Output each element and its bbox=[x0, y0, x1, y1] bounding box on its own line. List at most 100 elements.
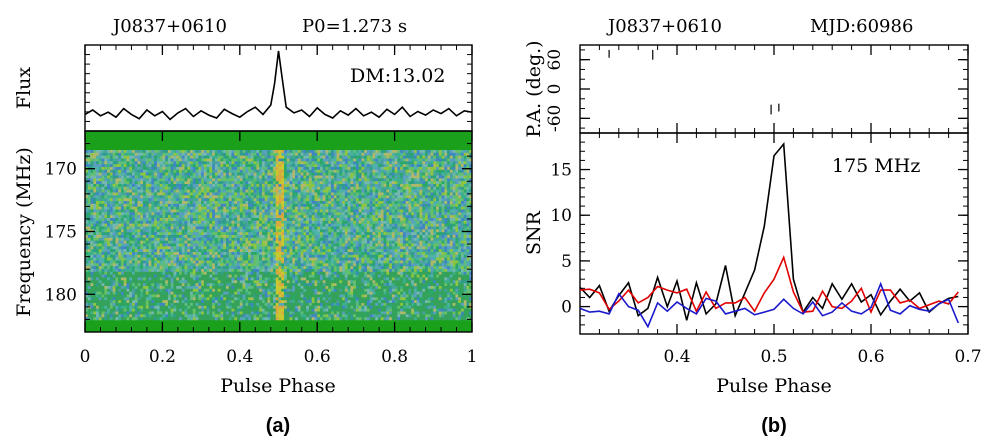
dynamic-spectrum-cell bbox=[129, 172, 133, 176]
dynamic-spectrum-cell bbox=[413, 232, 418, 236]
dynamic-spectrum-cell bbox=[350, 201, 354, 205]
dynamic-spectrum-cell bbox=[104, 167, 108, 171]
dynamic-spectrum-cell bbox=[438, 226, 442, 230]
dynamic-spectrum-cell bbox=[347, 232, 351, 236]
dynamic-spectrum-cell bbox=[389, 229, 393, 233]
dynamic-spectrum-cell bbox=[137, 164, 141, 168]
dynamic-spectrum-cell bbox=[123, 186, 127, 190]
dynamic-spectrum-cell bbox=[425, 198, 429, 202]
dynamic-spectrum-cell bbox=[372, 167, 376, 171]
dynamic-spectrum-cell bbox=[284, 158, 288, 162]
dynamic-spectrum-cell bbox=[148, 192, 152, 196]
dynamic-spectrum-cell bbox=[237, 215, 241, 219]
dynamic-spectrum-cell bbox=[237, 243, 241, 247]
dynamic-spectrum-cell bbox=[209, 218, 213, 222]
dynamic-spectrum-cell bbox=[250, 189, 254, 193]
dynamic-spectrum-cell bbox=[333, 246, 337, 250]
dynamic-spectrum-cell bbox=[331, 155, 335, 159]
dynamic-spectrum-cell bbox=[391, 198, 395, 202]
dynamic-spectrum-cell bbox=[353, 218, 357, 222]
dynamic-spectrum-cell bbox=[416, 192, 420, 196]
dynamic-spectrum-cell bbox=[190, 167, 194, 171]
dynamic-spectrum-cell bbox=[452, 215, 456, 219]
dynamic-spectrum-cell bbox=[109, 152, 113, 156]
dynamic-spectrum-cell bbox=[430, 169, 434, 173]
dynamic-spectrum-cell bbox=[419, 212, 423, 216]
dynamic-spectrum-cell bbox=[452, 198, 456, 202]
dynamic-spectrum-cell bbox=[350, 220, 354, 224]
dynamic-spectrum-cell bbox=[460, 181, 464, 185]
dynamic-spectrum-cell bbox=[129, 167, 133, 171]
dynamic-spectrum-cell bbox=[267, 209, 271, 213]
dynamic-spectrum-cell bbox=[217, 229, 221, 233]
dynamic-spectrum-cell bbox=[389, 189, 393, 193]
dynamic-spectrum-cell bbox=[145, 181, 149, 185]
dynamic-spectrum-cell bbox=[184, 189, 188, 193]
dynamic-spectrum-cell bbox=[267, 164, 271, 168]
dynamic-spectrum-cell bbox=[455, 158, 459, 162]
dynamic-spectrum-cell bbox=[322, 226, 326, 230]
dynamic-spectrum-cell bbox=[336, 198, 340, 202]
dynamic-spectrum-cell bbox=[441, 150, 445, 154]
dynamic-spectrum-cell bbox=[190, 235, 194, 239]
dynamic-spectrum-cell bbox=[394, 220, 398, 224]
dynamic-spectrum-cell bbox=[331, 249, 335, 253]
dynamic-spectrum-cell bbox=[413, 186, 418, 190]
dynamic-spectrum-cell bbox=[234, 226, 238, 230]
dynamic-spectrum-cell bbox=[386, 186, 390, 190]
dynamic-spectrum-cell bbox=[314, 220, 318, 224]
dynamic-spectrum-cell bbox=[408, 195, 412, 199]
dynamic-spectrum-cell bbox=[355, 152, 359, 156]
dynamic-spectrum-cell bbox=[195, 218, 199, 222]
dynamic-spectrum-cell bbox=[181, 195, 185, 199]
dynamic-spectrum-cell bbox=[372, 235, 376, 239]
dynamic-spectrum-cell bbox=[143, 184, 147, 188]
dynamic-spectrum-cell bbox=[455, 192, 459, 196]
dynamic-spectrum-cell bbox=[389, 161, 393, 165]
dynamic-spectrum-cell bbox=[234, 161, 238, 165]
dynamic-spectrum-cell bbox=[264, 192, 268, 196]
dynamic-spectrum-cell bbox=[178, 152, 183, 156]
dynamic-spectrum-cell bbox=[261, 192, 265, 196]
dynamic-spectrum-cell bbox=[416, 195, 420, 199]
dynamic-spectrum-cell bbox=[181, 215, 185, 219]
dynamic-spectrum-cell bbox=[295, 152, 299, 156]
dynamic-spectrum-cell bbox=[176, 226, 180, 230]
dynamic-spectrum-cell bbox=[336, 189, 340, 193]
dynamic-spectrum-cell bbox=[342, 223, 346, 227]
dynamic-spectrum-cell bbox=[192, 178, 196, 182]
dynamic-spectrum-cell bbox=[201, 201, 205, 205]
dynamic-spectrum-cell bbox=[411, 220, 415, 224]
dynamic-spectrum-cell bbox=[176, 172, 180, 176]
dynamic-spectrum-cell bbox=[380, 215, 384, 219]
dynamic-spectrum-cell bbox=[303, 161, 307, 165]
dynamic-spectrum-cell bbox=[372, 212, 376, 216]
dynamic-spectrum-cell bbox=[143, 223, 147, 227]
dynamic-spectrum-cell bbox=[284, 195, 288, 199]
dynamic-spectrum-cell bbox=[339, 181, 343, 185]
dynamic-spectrum-cell bbox=[261, 220, 265, 224]
dynamic-spectrum-cell bbox=[278, 186, 282, 190]
dynamic-spectrum-cell bbox=[314, 184, 318, 188]
dynamic-spectrum-cell bbox=[143, 181, 147, 185]
dynamic-spectrum-cell bbox=[364, 192, 368, 196]
dynamic-spectrum-cell bbox=[170, 167, 174, 171]
dynamic-spectrum-cell bbox=[272, 223, 277, 227]
dynamic-spectrum-cell bbox=[256, 243, 260, 247]
dynamic-spectrum-cell bbox=[364, 229, 368, 233]
dynamic-spectrum-cell bbox=[300, 189, 304, 193]
dynamic-spectrum-cell bbox=[433, 218, 437, 222]
dynamic-spectrum-cell bbox=[408, 155, 412, 159]
dynamic-spectrum-cell bbox=[242, 181, 246, 185]
dynamic-spectrum-cell bbox=[140, 195, 144, 199]
dynamic-spectrum-cell bbox=[234, 215, 238, 219]
dynamic-spectrum-cell bbox=[413, 220, 418, 224]
dynamic-spectrum-cell bbox=[123, 237, 127, 241]
dynamic-spectrum-cell bbox=[214, 249, 218, 253]
dynamic-spectrum-cell bbox=[151, 161, 155, 165]
dynamic-spectrum-cell bbox=[411, 223, 415, 227]
dynamic-spectrum-cell bbox=[96, 178, 100, 182]
dynamic-spectrum-cell bbox=[212, 223, 216, 227]
dynamic-spectrum-cell bbox=[159, 155, 163, 159]
dynamic-spectrum-cell bbox=[319, 178, 324, 182]
